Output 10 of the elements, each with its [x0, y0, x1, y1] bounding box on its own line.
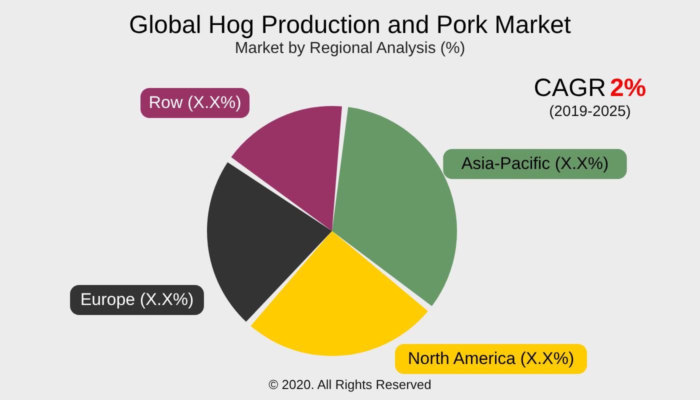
text: CAGR [534, 74, 606, 102]
chart-subtitle: Market by Regional Analysis (%) [234, 40, 466, 57]
slice-label: Europe (X.X%) [80, 290, 194, 309]
text: 2% [610, 74, 646, 102]
slice-label: Asia-Pacific (X.X%) [461, 154, 609, 173]
text: (2019-2025) [549, 103, 631, 120]
chart-title: Global Hog Production and Pork Market [129, 11, 571, 39]
text: © 2020. All Rights Reserved [268, 377, 432, 392]
slice-label: Row (X.X%) [148, 93, 242, 112]
slice-label: North America (X.X%) [408, 349, 574, 368]
